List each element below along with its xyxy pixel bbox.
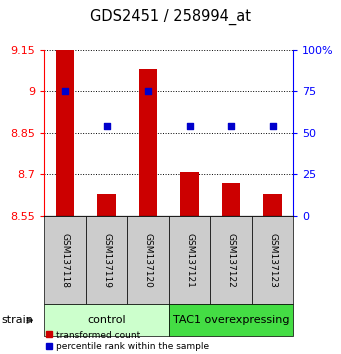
Bar — [97, 194, 116, 216]
Point — [228, 123, 234, 129]
Bar — [263, 194, 282, 216]
Point — [62, 88, 68, 94]
Text: GSM137119: GSM137119 — [102, 233, 111, 288]
Bar — [180, 172, 199, 216]
Bar — [222, 183, 240, 216]
Text: GSM137121: GSM137121 — [185, 233, 194, 288]
Legend: transformed count, percentile rank within the sample: transformed count, percentile rank withi… — [45, 331, 209, 351]
Text: strain: strain — [2, 315, 33, 325]
Text: GDS2451 / 258994_at: GDS2451 / 258994_at — [90, 9, 251, 25]
Text: GSM137118: GSM137118 — [61, 233, 70, 288]
Point — [270, 123, 275, 129]
Bar — [139, 69, 158, 216]
Point — [145, 88, 151, 94]
Bar — [56, 50, 74, 216]
Text: GSM137120: GSM137120 — [144, 233, 152, 288]
Point — [104, 123, 109, 129]
Text: TAC1 overexpressing: TAC1 overexpressing — [173, 315, 289, 325]
Text: GSM137122: GSM137122 — [226, 233, 236, 287]
Text: control: control — [87, 315, 126, 325]
Point — [187, 123, 192, 129]
Text: GSM137123: GSM137123 — [268, 233, 277, 288]
